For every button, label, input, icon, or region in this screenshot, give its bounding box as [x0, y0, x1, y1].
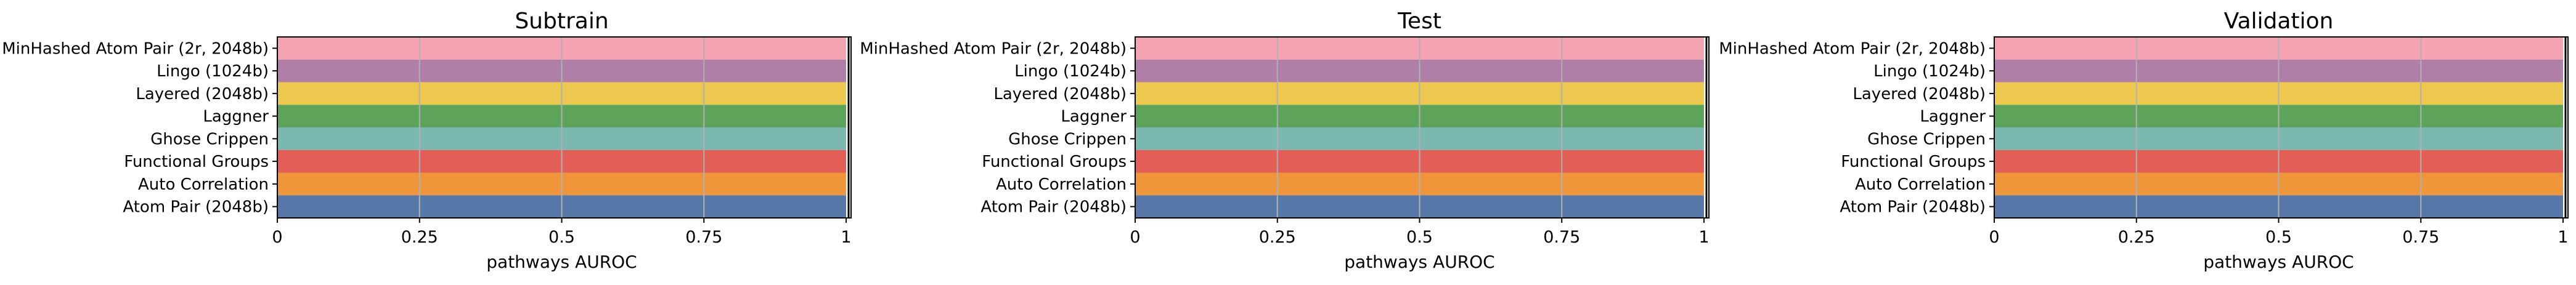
x-tick-label: 0.5 [1406, 228, 1433, 247]
x-tick-label: 0 [1989, 228, 1999, 247]
x-tick-label: 1 [1698, 228, 1709, 247]
category-label: Functional Groups [982, 153, 1127, 171]
category-label: Atom Pair (2048b) [1840, 198, 1986, 217]
x-axis-label: pathways AUROC [486, 252, 637, 272]
panel-test: MinHashed Atom Pair (2r, 2048b) Lingo (10… [860, 9, 1710, 272]
x-tick-label: 0 [272, 228, 282, 247]
category-label: Lingo (1024b) [1873, 62, 1986, 81]
category-label: Auto Correlation [996, 175, 1127, 194]
category-label: Lingo (1024b) [1014, 62, 1127, 81]
x-tick-label: 0.5 [2265, 228, 2292, 247]
category-label: Ghose Crippen [150, 130, 269, 148]
x-tick-label: 1 [841, 228, 851, 247]
category-label: Lingo (1024b) [157, 62, 269, 81]
x-tick-label: 1 [2558, 228, 2568, 247]
x-tick-label: 0 [1130, 228, 1140, 247]
axes-frame [277, 36, 852, 219]
category-label: Auto Correlation [138, 175, 269, 194]
category-label: MinHashed Atom Pair (2r, 2048b) [860, 39, 1127, 58]
category-label: Ghose Crippen [1867, 130, 1986, 148]
category-label: Atom Pair (2048b) [123, 198, 269, 217]
category-label: Laggner [1061, 108, 1127, 126]
category-label: Laggner [203, 108, 269, 126]
x-tick-label: 0.25 [1259, 228, 1296, 247]
panel-subtrain: MinHashed Atom Pair (2r, 2048b) Lingo (10… [2, 9, 852, 272]
x-tick-label: 0.5 [548, 228, 575, 247]
category-label: MinHashed Atom Pair (2r, 2048b) [2, 39, 269, 58]
category-label: Functional Groups [124, 153, 269, 171]
x-axis-label: pathways AUROC [2203, 252, 2354, 272]
category-label: Ghose Crippen [1008, 130, 1127, 148]
chart-title: Validation [2224, 9, 2334, 34]
x-tick-label: 0.25 [401, 228, 438, 247]
category-label: Layered (2048b) [993, 85, 1127, 103]
category-label: Layered (2048b) [136, 85, 269, 103]
axes-frame [1994, 36, 2569, 219]
category-label: Auto Correlation [1855, 175, 1986, 194]
category-label: Layered (2048b) [1853, 85, 1986, 103]
chart-title: Subtrain [515, 9, 608, 34]
x-tick-label: 0.75 [1543, 228, 1580, 247]
category-label: Atom Pair (2048b) [980, 198, 1127, 217]
x-tick-label: 0.75 [2402, 228, 2439, 247]
category-label: Functional Groups [1841, 153, 1986, 171]
x-axis-label: pathways AUROC [1344, 252, 1494, 272]
x-tick-label: 0.25 [2118, 228, 2155, 247]
category-label: Laggner [1920, 108, 1986, 126]
x-tick-label: 0.75 [685, 228, 722, 247]
panel-validation: MinHashed Atom Pair (2r, 2048b) Lingo (10… [1719, 9, 2569, 272]
chart-title: Test [1397, 9, 1441, 34]
axes-frame [1135, 36, 1710, 219]
category-label: MinHashed Atom Pair (2r, 2048b) [1719, 39, 1986, 58]
